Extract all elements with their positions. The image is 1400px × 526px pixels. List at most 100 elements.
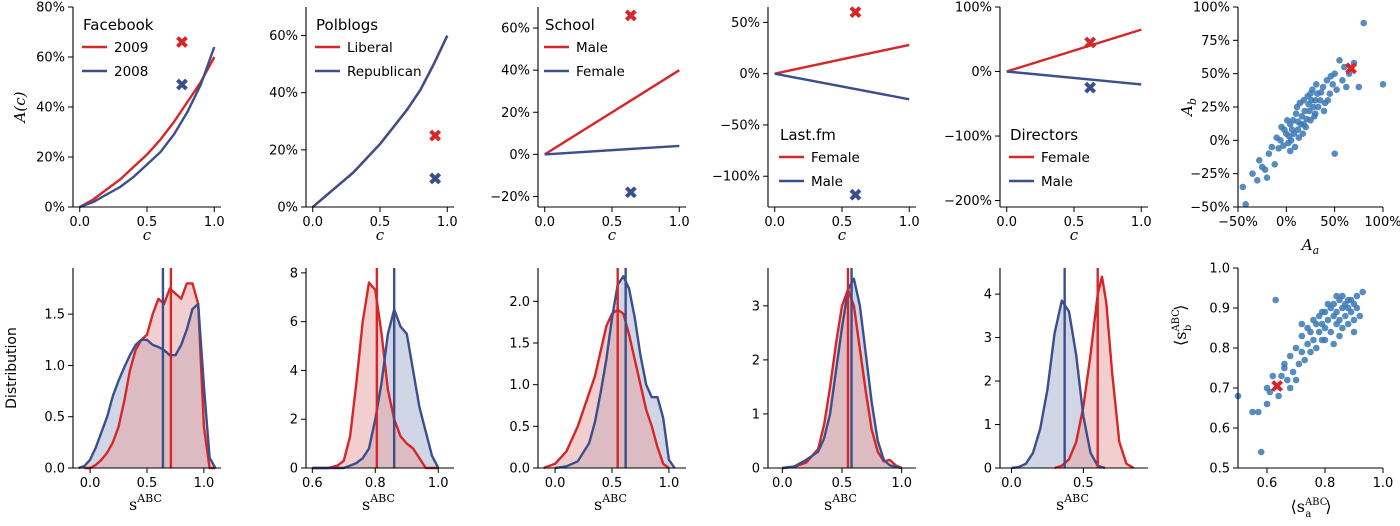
top-panel-4-series-line-1 <box>774 43 910 75</box>
scatter-panel-sabc-point <box>1353 304 1361 312</box>
top-panel-1-marker-1 <box>176 36 188 48</box>
top-panel-2-legend-label-2: Republican <box>347 64 422 80</box>
top-panel-5-legend-label-2: Male <box>1041 174 1073 190</box>
top-panel-2-ytick-label: 60% <box>269 29 298 44</box>
top-panel-3-xtick-label: 0.0 <box>534 215 555 230</box>
scatter-panel-sabc-highlight-marker <box>1271 380 1284 392</box>
distribution-panel-4-ytick-label: 0 <box>752 462 760 477</box>
distribution-panel-5-xtick-label: 0.5 <box>1073 476 1094 491</box>
top-panel-4-ytick-label: 50% <box>731 16 760 31</box>
top-panel-1-legend-label-2: 2008 <box>114 64 148 80</box>
scatter-panel-attr-point <box>1293 103 1301 111</box>
distribution-panel-4-xtick-label: 1.0 <box>891 476 912 491</box>
distribution-panel-2-ytick-label: 0 <box>290 462 298 477</box>
distribution-panel-4-ytick-label: 1 <box>752 407 760 422</box>
distribution-panel-1-ytick-label: 1.5 <box>44 308 65 323</box>
scatter-panel-sabc-point <box>1339 292 1346 300</box>
distribution-panel-4-xtick-label: 0.0 <box>772 476 793 491</box>
scatter-panel-sabc-point <box>1333 308 1340 316</box>
top-panel-1-xlabel: c <box>143 226 152 244</box>
distribution-panel-1-curve-blue <box>78 302 217 470</box>
distribution-panel-5-ytick-label: 2 <box>984 375 992 390</box>
scatter-panel-sabc-point <box>1344 296 1352 304</box>
scatter-panel-attr-point <box>1288 126 1296 133</box>
top-panel-2-xtick-label: 0.5 <box>370 215 391 230</box>
scatter-panel-attr-point <box>1316 97 1324 104</box>
scatter-panel-sabc-point <box>1336 332 1343 340</box>
top-panel-5-xtick-label: 0.0 <box>996 215 1017 230</box>
top-panel-3-ytick-label: 20% <box>501 106 530 121</box>
scatter-panel-sabc-point <box>1257 448 1265 456</box>
distribution-panel-1-xtick-label: 0.5 <box>137 476 158 491</box>
distribution-panel-4-area-red <box>782 289 902 468</box>
scatter-panel-attr-xtick-label: 100% <box>1364 215 1400 230</box>
scatter-panel-sabc-point <box>1272 296 1279 304</box>
top-panel-5-xtick-label: 0.5 <box>1064 215 1085 230</box>
scatter-panel-sabc-point <box>1301 356 1308 364</box>
distribution-panel-3-xtick-label: 0.0 <box>545 476 566 491</box>
scatter-panel-sabc-ylabel: ⟨sABCb⟩ <box>1171 304 1194 346</box>
distribution-panel-5-ytick-label: 3 <box>984 331 992 346</box>
top-panel-2-xlabel: c <box>376 226 385 244</box>
scatter-panel-sabc-point <box>1356 312 1364 320</box>
scatter-panel-sabc-ytick-label: 1.0 <box>1209 262 1230 277</box>
distribution-panel-5-ytick-label: 0 <box>984 462 992 477</box>
distribution-panel-1: 0.0 0.5 1.0 0.0 0.5 1.0 1.5 sABC Distribution <box>4 268 221 514</box>
distribution-panel-4-ytick-label: 3 <box>752 299 760 314</box>
top-panel-1-ytick-label: 40% <box>36 101 65 116</box>
distribution-panel-2-ytick-label: 6 <box>290 315 298 330</box>
scatter-panel-attr-point <box>1265 150 1273 157</box>
scatter-panel-sabc-ytick-label: 0.7 <box>1209 382 1230 397</box>
top-panel-3-ytick-label: 40% <box>501 64 530 79</box>
scatter-panel-sabc-point <box>1327 328 1335 336</box>
distribution-panel-1-xtick-label: 0.0 <box>80 476 101 491</box>
top-panel-1-series-line-2 <box>79 46 216 209</box>
top-panel-1-ytick-label: 80% <box>36 1 65 16</box>
top-panel-2-xtick-label: 1.0 <box>437 215 458 230</box>
top-panel-4-legend-title: Last.fm <box>780 126 836 144</box>
scatter-panel-attr-ytick-label: −50% <box>1190 201 1230 216</box>
scatter-panel-attr-ytick-label: 100% <box>1193 1 1230 16</box>
top-panel-1-legend-label-1: 2009 <box>114 40 148 56</box>
top-panel-4-marker-2 <box>849 188 862 201</box>
distribution-panel-5-xlabel: sABC <box>1056 492 1089 514</box>
scatter-panel-sabc-point <box>1284 376 1291 384</box>
scatter-panel-sabc-point <box>1359 288 1366 296</box>
top-panel-5-ytick-label: −200% <box>944 194 992 209</box>
top-panel-1-legend-title: Facebook <box>83 16 154 34</box>
top-panel-3-ytick-label: −20% <box>490 190 530 205</box>
scatter-panel-sabc-ytick-label: 0.5 <box>1209 462 1230 477</box>
top-panel-4: 0.0 0.5 1.0 −100% −50% 0% 50% c Last.fm Female Mal… <box>712 6 920 244</box>
top-panel-4-xtick-label: 0.5 <box>832 215 853 230</box>
top-panel-5-xtick-label: 1.0 <box>1131 215 1152 230</box>
scatter-panel-attr-xtick-label: −50% <box>1218 215 1258 230</box>
distribution-panel-2-ytick-label: 4 <box>290 364 298 379</box>
top-panel-5-ytick-label: 0% <box>971 65 992 80</box>
scatter-panel-sabc-point <box>1278 372 1285 380</box>
scatter-panel-attr-point <box>1256 157 1263 164</box>
scatter-panel-sabc-xlabel: ⟨sABC a ⟩ <box>1291 497 1332 520</box>
scatter-panel-attr-point <box>1268 143 1276 151</box>
distribution-panel-5-xtick-label: 0.0 <box>1001 476 1022 491</box>
scatter-panel-sabc-point <box>1307 348 1314 356</box>
scatter-panel-attr-point <box>1284 117 1291 124</box>
top-panel-2-marker-1 <box>429 129 442 142</box>
top-panel-5: 0.0 0.5 1.0 −200% −100% 0% 100% c Directors Femal… <box>944 1 1152 245</box>
top-panel-4-legend: Last.fm Female Male <box>779 126 860 190</box>
distribution-panel-2: 0.6 0.8 1.0 0 2 4 6 8 sABC <box>290 266 454 514</box>
scatter-panel-sabc-point <box>1269 372 1277 380</box>
scatter-panel-attr-point <box>1339 77 1346 84</box>
scatter-panel-sabc-point <box>1347 308 1355 316</box>
scatter-panel-attr-point <box>1327 73 1335 80</box>
distribution-panel-1-xtick-label: 1.0 <box>194 476 215 491</box>
top-panel-3-series-line-1 <box>544 69 680 156</box>
distribution-panel-3-ytick-label: 1.5 <box>509 337 530 352</box>
scatter-panel-sabc-point <box>1315 328 1323 336</box>
scatter-panel-sabc: 0.6 0.8 1.0 0.5 0.6 0.7 0.8 0.9 1.0 ⟨sABC a ⟩ ⟨sABCb… <box>1171 262 1393 521</box>
distribution-panel-2-xtick-label: 1.0 <box>428 476 449 491</box>
distribution-panel-1-area-red <box>84 283 216 468</box>
scatter-panel-attr-point <box>1326 90 1334 97</box>
scatter-panel-sabc-point <box>1344 320 1352 328</box>
scatter-panel-sabc-point <box>1295 360 1303 368</box>
